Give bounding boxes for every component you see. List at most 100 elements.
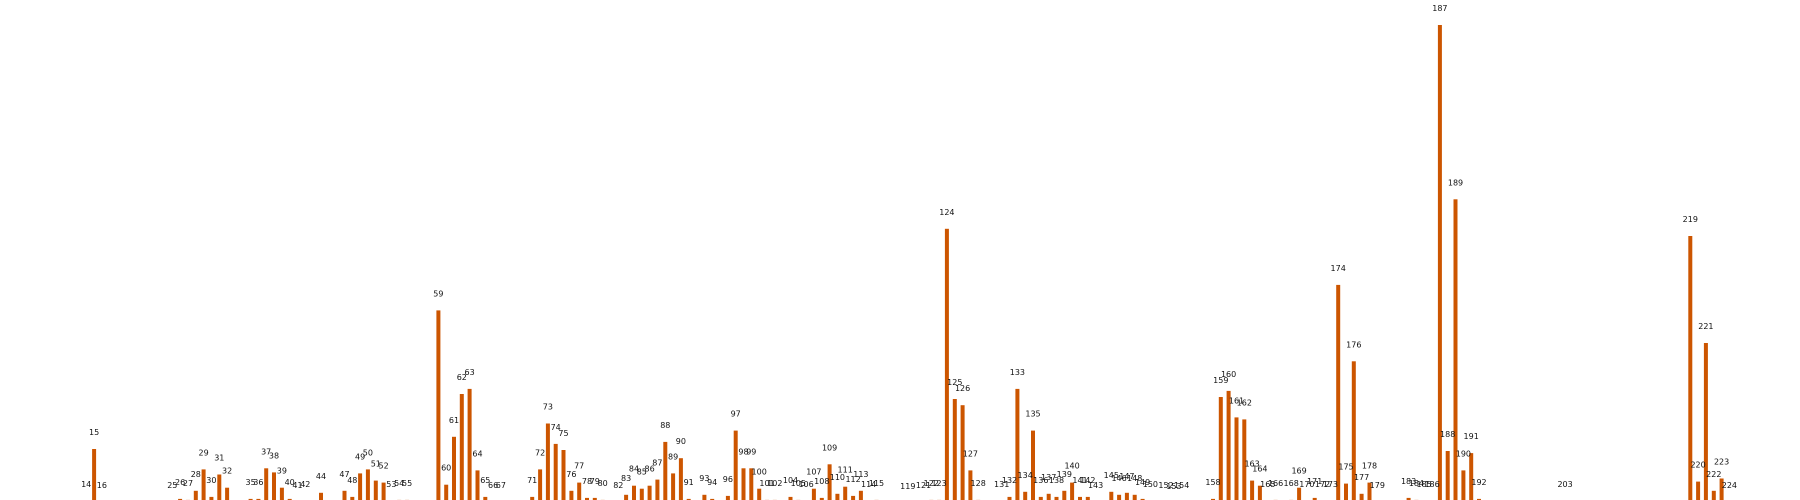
data-label-16: 16 xyxy=(97,481,107,490)
data-label-170: 170 xyxy=(1299,480,1314,489)
data-label-73: 73 xyxy=(543,403,553,412)
bar-36 xyxy=(256,498,261,500)
bar-28 xyxy=(193,490,198,500)
data-label-185: 185 xyxy=(1417,480,1432,489)
data-label-166: 166 xyxy=(1268,479,1283,488)
data-label-141: 141 xyxy=(1072,476,1087,485)
data-label-154: 154 xyxy=(1174,481,1189,490)
data-label-115: 115 xyxy=(869,479,884,488)
data-label-169: 169 xyxy=(1291,467,1306,476)
data-label-97: 97 xyxy=(731,410,741,419)
data-label-88: 88 xyxy=(660,421,670,430)
bar-110 xyxy=(835,493,840,500)
data-label-77: 77 xyxy=(574,462,584,471)
bar-127 xyxy=(968,470,973,500)
bar-174 xyxy=(1336,284,1341,500)
data-label-177: 177 xyxy=(1354,473,1369,482)
data-label-102: 102 xyxy=(767,479,782,488)
bar-149 xyxy=(1140,498,1145,500)
data-label-94: 94 xyxy=(707,478,717,487)
data-label-119: 119 xyxy=(900,482,915,491)
bar-38 xyxy=(272,472,276,500)
data-label-109: 109 xyxy=(822,443,837,452)
data-label-78: 78 xyxy=(582,477,592,486)
data-label-29: 29 xyxy=(199,448,209,457)
data-label-127: 127 xyxy=(963,449,978,458)
data-label-223: 223 xyxy=(1714,458,1729,467)
bar-132 xyxy=(1007,496,1012,500)
data-label-108: 108 xyxy=(814,477,829,486)
data-label-188: 188 xyxy=(1440,430,1455,439)
data-label-50: 50 xyxy=(363,448,373,457)
bar-62 xyxy=(459,394,464,500)
data-label-178: 178 xyxy=(1362,462,1377,471)
data-label-147: 147 xyxy=(1119,472,1134,481)
data-label-191: 191 xyxy=(1464,432,1479,441)
bar-188 xyxy=(1445,451,1450,500)
data-label-100: 100 xyxy=(752,468,767,477)
bar-111 xyxy=(843,486,848,500)
data-label-163: 163 xyxy=(1244,460,1259,469)
bar-145 xyxy=(1109,491,1114,500)
data-label-37: 37 xyxy=(261,447,271,456)
data-label-159: 159 xyxy=(1213,376,1228,385)
data-label-38: 38 xyxy=(269,451,279,460)
bar-96 xyxy=(725,495,730,500)
bar-113 xyxy=(858,490,863,500)
bar-164 xyxy=(1257,485,1262,500)
bar-72 xyxy=(538,469,543,500)
data-label-101: 101 xyxy=(759,479,774,488)
bar-112 xyxy=(851,495,856,500)
data-label-183: 183 xyxy=(1401,477,1416,486)
data-label-74: 74 xyxy=(551,423,561,432)
data-label-222: 222 xyxy=(1706,470,1721,479)
data-label-89: 89 xyxy=(668,452,678,461)
bar-147 xyxy=(1124,492,1129,500)
data-label-184: 184 xyxy=(1409,479,1424,488)
bar-77 xyxy=(577,482,582,500)
bar-223 xyxy=(1719,478,1724,500)
data-label-96: 96 xyxy=(723,475,733,484)
bar-125 xyxy=(952,399,957,500)
bar-61 xyxy=(452,436,456,500)
bar-48 xyxy=(350,496,355,500)
data-label-133: 133 xyxy=(1010,368,1025,377)
data-label-32: 32 xyxy=(222,467,232,476)
bar-84 xyxy=(632,485,636,500)
data-label-42: 42 xyxy=(300,480,310,489)
bar-219 xyxy=(1688,236,1693,500)
data-label-80: 80 xyxy=(598,479,608,488)
data-label-76: 76 xyxy=(566,470,576,479)
data-label-121: 121 xyxy=(916,481,931,490)
bar-191 xyxy=(1469,453,1474,500)
data-label-49: 49 xyxy=(355,452,365,461)
bar-104 xyxy=(788,496,793,500)
data-label-59: 59 xyxy=(433,289,443,298)
bar-60 xyxy=(444,484,449,500)
data-label-83: 83 xyxy=(621,474,631,483)
data-label-14: 14 xyxy=(81,480,91,489)
bar-98 xyxy=(741,468,746,500)
data-label-123: 123 xyxy=(931,479,946,488)
bar-37 xyxy=(264,468,269,500)
data-label-161: 161 xyxy=(1229,396,1244,405)
data-label-122: 122 xyxy=(924,479,939,488)
bar-175 xyxy=(1344,483,1348,500)
data-label-79: 79 xyxy=(590,477,600,486)
bar-44 xyxy=(319,492,323,500)
data-label-104: 104 xyxy=(783,476,798,485)
data-label-82: 82 xyxy=(613,481,623,490)
data-label-39: 39 xyxy=(277,467,287,476)
data-label-128: 128 xyxy=(971,479,986,488)
bar-88 xyxy=(663,441,668,500)
data-label-165: 165 xyxy=(1260,480,1275,489)
data-label-98: 98 xyxy=(738,447,748,456)
data-label-91: 91 xyxy=(684,478,694,487)
data-label-139: 139 xyxy=(1057,470,1072,479)
bar-91 xyxy=(686,498,691,500)
data-label-35: 35 xyxy=(246,478,256,487)
bar-222 xyxy=(1711,490,1716,500)
bar-52 xyxy=(381,482,386,500)
bar-100 xyxy=(757,488,762,500)
